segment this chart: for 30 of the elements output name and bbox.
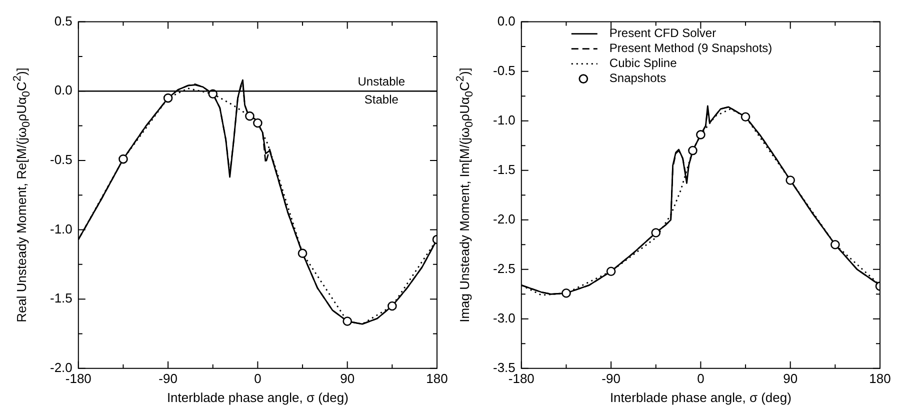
y-tick-label: -3.0 [492, 310, 516, 326]
y-tick-label: -1.5 [492, 162, 516, 177]
annotation: Stable [364, 92, 399, 106]
y-tick-label: -2.0 [50, 360, 72, 375]
x-axis-title: Interblade phase angle, σ (deg) [166, 390, 348, 406]
y-tick-label: 0.0 [497, 13, 516, 28]
y-tick-label: -1.0 [50, 221, 72, 236]
x-tick-label: 90 [783, 370, 798, 386]
y-tick-label: -2.0 [492, 211, 516, 226]
legend-label: Present Method (9 Snapshots) [609, 41, 772, 56]
y-tick-label: 0.5 [54, 13, 72, 28]
x-tick-label: 0 [254, 370, 262, 386]
x-tick-label: 180 [426, 370, 448, 386]
y-tick-label: -1.0 [492, 112, 516, 128]
y-tick-label: -0.5 [492, 62, 516, 78]
x-tick-label: -90 [158, 370, 178, 386]
x-tick-label: 0 [697, 370, 704, 386]
legend-label: Snapshots [609, 71, 666, 86]
annotation: Unstable [358, 74, 406, 88]
y-tick-label: -3.5 [492, 360, 516, 375]
x-tick-label: 180 [869, 370, 891, 386]
x-tick-label: -90 [602, 370, 620, 386]
y-tick-label: -2.5 [492, 260, 516, 276]
x-axis-title: Interblade phase angle, σ (deg) [610, 390, 792, 406]
legend-label: Present CFD Solver [609, 26, 716, 40]
y-tick-label: 0.0 [54, 82, 72, 98]
y-tick-label: -0.5 [50, 152, 72, 168]
y-tick-label: -1.5 [50, 290, 72, 306]
legend-label: Cubic Spline [609, 56, 678, 70]
x-tick-label: 90 [340, 370, 355, 386]
